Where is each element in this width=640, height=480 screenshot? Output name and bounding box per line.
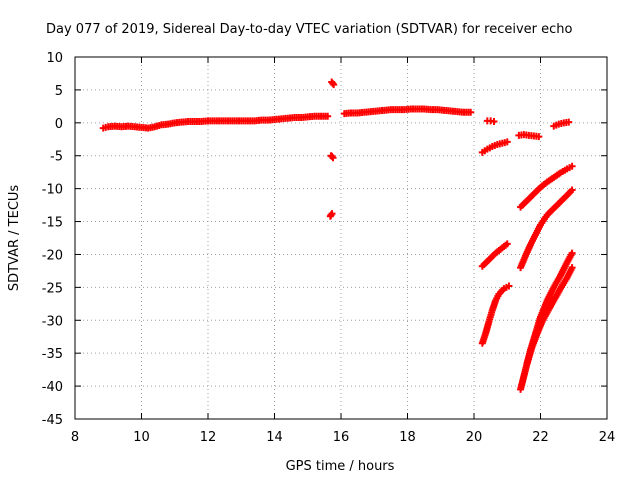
data-series (99, 78, 576, 393)
data-point (568, 162, 576, 170)
series-track (483, 117, 498, 126)
data-point (535, 133, 543, 141)
y-tick-label: 0 (55, 117, 63, 132)
y-tick-label: 5 (55, 84, 63, 99)
data-point (568, 264, 576, 272)
x-tick-label: 12 (200, 430, 217, 445)
y-tick-label: -5 (50, 150, 63, 165)
data-point (505, 282, 513, 290)
series-track (326, 78, 338, 220)
y-axis-title: SDTVAR / TECUs (7, 185, 22, 292)
y-tick-label: -30 (42, 314, 63, 329)
series-track (478, 282, 513, 347)
y-tick-label: -35 (42, 347, 63, 362)
x-tick-label: 14 (266, 430, 283, 445)
data-point (568, 249, 576, 257)
y-tick-label: -25 (42, 281, 63, 296)
data-point (330, 81, 338, 89)
data-point (329, 154, 337, 162)
y-tick-label: -15 (42, 216, 63, 231)
series-track (515, 131, 543, 141)
y-tick-label: 10 (46, 51, 63, 66)
series-track (478, 240, 511, 270)
x-axis-title: GPS time / hours (286, 459, 395, 474)
series-track (550, 118, 573, 130)
x-tick-label: 20 (466, 430, 483, 445)
data-point (503, 240, 511, 248)
y-tick-label: -20 (42, 248, 63, 263)
x-tick-label: 10 (133, 430, 150, 445)
data-point (324, 112, 332, 120)
data-point (568, 186, 576, 194)
x-tick-label: 16 (333, 430, 350, 445)
x-tick-label: 18 (399, 430, 416, 445)
x-tick-label: 22 (532, 430, 549, 445)
data-point (490, 118, 498, 126)
series-track (517, 162, 576, 211)
data-point (565, 118, 573, 126)
series-track (340, 105, 475, 118)
y-tick-label: -40 (42, 380, 63, 395)
y-tick-label: -10 (42, 183, 63, 198)
data-point (503, 138, 511, 146)
data-point (467, 108, 475, 116)
series-track (478, 138, 511, 156)
chart-title: Day 077 of 2019, Sidereal Day-to-day VTE… (46, 22, 573, 37)
series-track (523, 264, 576, 367)
series-track (517, 186, 576, 272)
y-axis-ticks: 10 5 0 -5 -10 -15 -20 -25 -30 -35 -40 -45 (42, 51, 607, 428)
y-tick-label: -45 (42, 413, 63, 428)
data-point (328, 210, 336, 218)
series-track (99, 112, 332, 132)
x-axis-ticks: 8 10 12 14 16 18 20 22 24 (71, 57, 615, 445)
x-tick-label: 24 (599, 430, 616, 445)
x-tick-label: 8 (71, 430, 79, 445)
